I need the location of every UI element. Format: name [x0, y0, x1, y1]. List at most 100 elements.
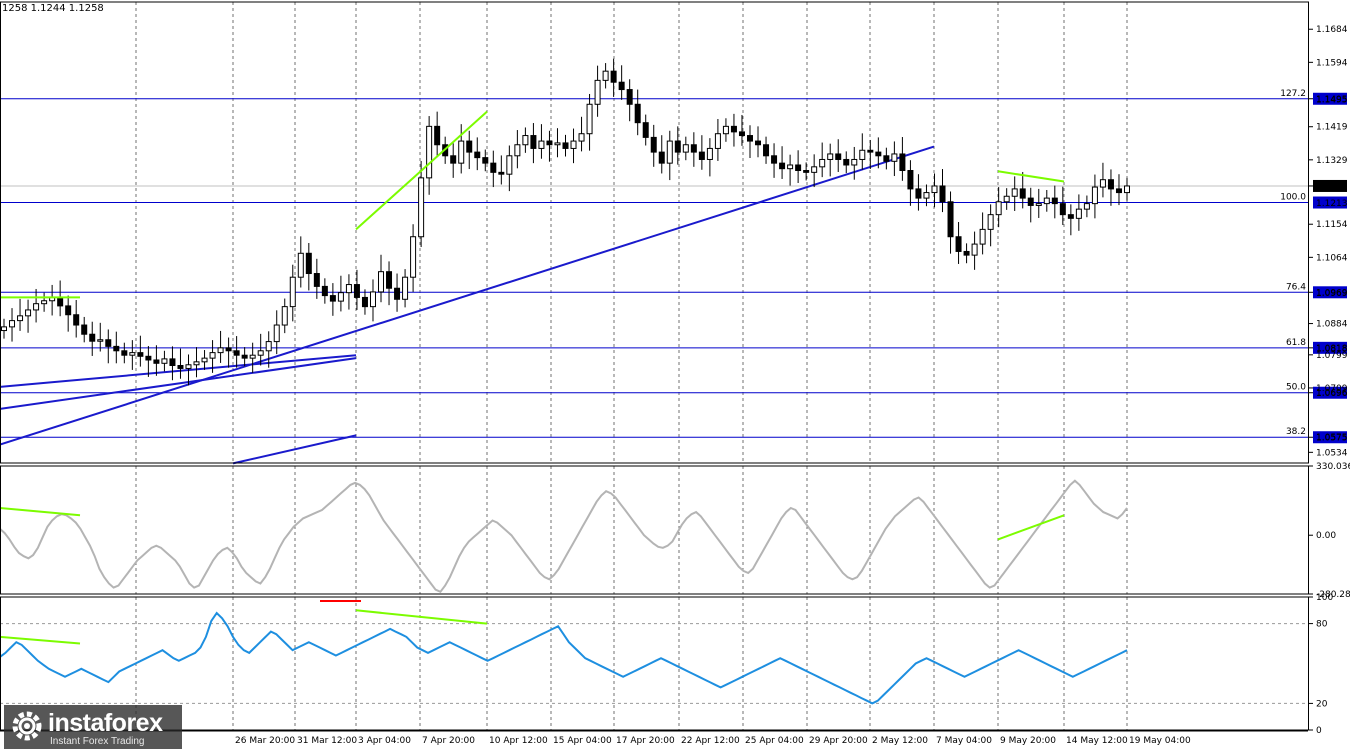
cci-divergence-lines — [0, 506, 1065, 541]
current-price-tag — [1313, 179, 1347, 192]
candle-body — [410, 236, 417, 278]
candle-body — [618, 81, 625, 91]
candle-body — [755, 140, 762, 146]
candle-body — [81, 324, 88, 335]
candle-body — [626, 89, 633, 105]
candle-body — [297, 252, 304, 278]
fib-level-label: 50.0 — [1286, 383, 1306, 393]
cci-divergence-line — [997, 514, 1065, 541]
price-tick-label: 1.1154 — [1316, 220, 1348, 230]
candle-body — [1051, 197, 1058, 205]
candle-body — [113, 345, 120, 352]
candle-body — [562, 142, 569, 149]
candle-body — [771, 155, 778, 164]
cci-axis: 330.0361 0.00 -280.2849 — [1308, 462, 1350, 600]
cci-tick-label: 0.00 — [1316, 531, 1336, 541]
candle-body — [658, 151, 665, 164]
candle-body — [25, 309, 32, 317]
time-axis-label: 7 May 04:00 — [936, 736, 992, 746]
fib-price-tag-text: 1.1213 — [1316, 199, 1348, 209]
ohlc-readout: 1258 1.1244 1.1258 — [2, 3, 104, 14]
time-axis-label: 19 May 04:00 — [1129, 736, 1191, 746]
price-tick-label: 1.0534 — [1316, 448, 1348, 458]
candle-body — [923, 192, 930, 199]
trendline — [0, 354, 357, 388]
candle-body — [233, 350, 240, 356]
logo-tagline: Instant Forex Trading — [50, 736, 145, 747]
candle-body — [353, 284, 360, 298]
candle-body — [153, 359, 160, 364]
candle-body — [554, 142, 561, 146]
candle-body — [610, 70, 617, 83]
candle-body — [570, 140, 577, 149]
candle-body — [746, 135, 753, 142]
candle-body — [1027, 197, 1034, 206]
candle-body — [249, 354, 256, 359]
rsi-series-line — [0, 611, 1128, 705]
candle-body — [201, 357, 208, 363]
divergence-lines — [0, 110, 1065, 299]
candle-body — [738, 131, 745, 137]
candle-body — [97, 339, 104, 342]
time-axis-label: 14 May 12:00 — [1066, 736, 1128, 746]
candle-body — [827, 153, 834, 160]
panel-border — [0, 596, 1309, 731]
candle-body — [434, 125, 441, 146]
time-axis-label: 15 Apr 04:00 — [553, 736, 612, 746]
candle-body — [931, 185, 938, 194]
candle-body — [1011, 188, 1018, 197]
panel-frames — [0, 1, 1309, 732]
fib-price-tag-text: 1.0575 — [1316, 434, 1348, 444]
time-axis-label: 7 Apr 20:00 — [422, 736, 475, 746]
time-axis-label: 9 May 20:00 — [1000, 736, 1056, 746]
divergence-line — [997, 170, 1065, 183]
candle-body — [418, 177, 425, 238]
candle-body — [1107, 179, 1114, 190]
candle-body — [273, 324, 280, 343]
candle-body — [714, 133, 721, 149]
candle-body — [867, 149, 874, 153]
candle-body — [105, 339, 112, 347]
candle-body — [963, 250, 970, 256]
time-axis: 26 Mar 20:00 31 Mar 12:00 3 Apr 04:00 7 Apr… — [235, 736, 1191, 746]
candle-body — [730, 125, 737, 133]
time-axis-label: 29 Apr 20:00 — [809, 736, 868, 746]
current-price-tag-text: 1.1258 — [1316, 182, 1348, 192]
cci-series-line — [0, 479, 1128, 594]
candle-body — [506, 155, 513, 175]
price-tick-label: 1.1258 — [1316, 182, 1348, 192]
candle-body — [490, 162, 497, 173]
time-axis-label: 31 Mar 12:00 — [297, 736, 357, 746]
candle-body — [995, 201, 1002, 216]
candle-body — [546, 140, 553, 146]
price-tick-label: 1.0969 — [1316, 288, 1348, 298]
candle-body — [337, 292, 344, 302]
candle-body — [722, 125, 729, 135]
candle-body — [281, 306, 288, 326]
candle-body — [883, 155, 890, 162]
candle-body — [1, 326, 7, 332]
candlesticks — [1, 58, 1130, 386]
time-axis-label: 25 Apr 04:00 — [745, 736, 804, 746]
candle-body — [1043, 197, 1050, 205]
candle-body — [706, 147, 713, 160]
candle-body — [329, 295, 336, 302]
time-axis-label: 22 Apr 12:00 — [681, 736, 740, 746]
candle-body — [394, 287, 401, 300]
candle-body — [217, 347, 224, 354]
candle-body — [265, 341, 272, 352]
rsi-tick-label: 20 — [1316, 699, 1328, 709]
candle-body — [690, 144, 697, 153]
candle-body — [17, 315, 24, 322]
candle-body — [498, 171, 505, 175]
price-tick-label: 1.0709 — [1316, 384, 1348, 394]
cci-tick-label: 330.0361 — [1316, 462, 1350, 472]
trendline — [232, 434, 357, 465]
candle-body — [586, 103, 593, 135]
candle-body — [169, 358, 176, 367]
candle-body — [1059, 203, 1066, 216]
candle-body — [851, 158, 858, 166]
candle-body — [369, 291, 376, 308]
candle-body — [9, 320, 16, 328]
